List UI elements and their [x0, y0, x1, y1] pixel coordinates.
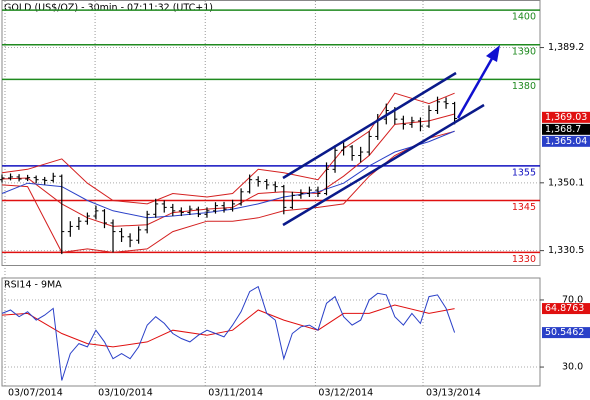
value-box-label: 50.5462 — [545, 327, 584, 338]
value-box-label: 64.8763 — [545, 303, 584, 314]
rsi-title: RSI14 - 9MA — [4, 280, 62, 291]
x-tick-label: 03/10/2014 — [98, 388, 153, 399]
price-box-label: 1,369.03 — [545, 112, 587, 123]
level-label: 1345 — [512, 202, 536, 213]
price-box — [542, 111, 590, 123]
value-box — [542, 303, 590, 315]
price-panel — [1, 0, 541, 266]
level-label: 1390 — [512, 46, 536, 57]
y-tick-label: 1,330.5 — [548, 245, 584, 256]
y-tick-label: 70.0 — [562, 294, 583, 305]
value-box — [542, 327, 590, 339]
rsi-line — [1, 285, 456, 381]
arrow-head — [486, 45, 500, 62]
y-tick-label: 30.0 — [562, 362, 583, 373]
price-box-label: 1,368.7 — [545, 124, 581, 135]
x-tick-label: 03/07/2014 — [8, 388, 63, 399]
level-label: 1330 — [512, 254, 536, 265]
channel-upper — [282, 71, 457, 180]
price-box-label: 1,365.04 — [545, 136, 587, 147]
channel-lower — [282, 103, 485, 227]
x-tick-label: 03/11/2014 — [208, 388, 263, 399]
chart-title: GOLD (US$/OZ) - 30min - 07:11:32 (UTC+1) — [4, 3, 213, 14]
y-tick-label: 1,389.2 — [548, 42, 584, 53]
price-box — [542, 123, 590, 135]
ma-line — [1, 304, 455, 348]
level-label: 1380 — [512, 81, 536, 92]
rsi-panel — [1, 277, 541, 387]
indicator-line — [1, 130, 455, 219]
price-box — [542, 135, 590, 147]
level-label: 1400 — [512, 12, 536, 23]
x-tick-label: 03/12/2014 — [318, 388, 373, 399]
level-label: 1355 — [512, 167, 536, 178]
trend-channel — [282, 45, 500, 227]
x-tick-label: 03/13/2014 — [426, 388, 481, 399]
y-tick-label: 1,350.1 — [548, 177, 584, 188]
arrow-shaft — [456, 54, 496, 119]
